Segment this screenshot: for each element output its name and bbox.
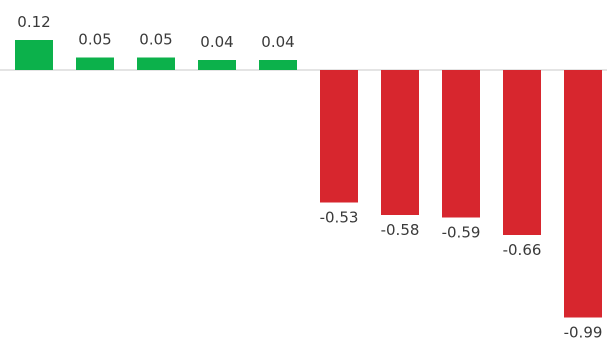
bar-9 — [503, 70, 541, 235]
data-label-3: 0.05 — [139, 31, 172, 49]
bar-3 — [137, 57, 175, 70]
data-label-2: 0.05 — [78, 31, 111, 49]
bar-4 — [198, 60, 236, 70]
data-label-5: 0.04 — [261, 33, 294, 51]
bar-10 — [564, 70, 602, 318]
data-labels-group: 0.12 0.05 0.05 0.04 0.04 -0.53 -0.58 -0.59 -0.66… — [17, 13, 602, 342]
bar-5 — [259, 60, 297, 70]
bars-group — [15, 40, 602, 318]
data-label-6: -0.53 — [320, 209, 359, 227]
data-label-4: 0.04 — [200, 33, 233, 51]
bar-1 — [15, 40, 53, 70]
data-label-10: -0.99 — [564, 324, 603, 342]
data-label-7: -0.58 — [381, 221, 420, 239]
bar-2 — [76, 57, 114, 70]
data-label-8: -0.59 — [442, 224, 481, 242]
bar-7 — [381, 70, 419, 215]
bar-8 — [442, 70, 480, 218]
bar-6 — [320, 70, 358, 203]
data-label-9: -0.66 — [503, 241, 542, 259]
data-label-1: 0.12 — [17, 13, 50, 31]
